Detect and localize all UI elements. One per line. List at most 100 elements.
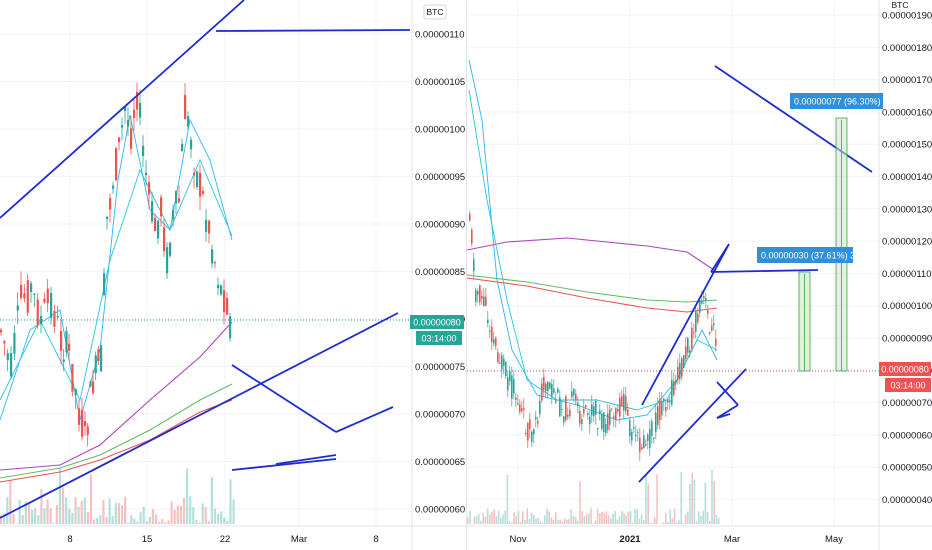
volume-bar xyxy=(497,510,500,524)
volume-bar xyxy=(660,523,663,524)
projection-up xyxy=(335,406,394,433)
volume-bar xyxy=(541,522,544,524)
left-time-axis[interactable]: 8 15 22 Mar 8 xyxy=(67,534,378,545)
volume-bar xyxy=(502,514,504,524)
measure-tool-small[interactable]: 0.00000030 (37.61%) 30 xyxy=(757,247,860,372)
left-price-tick: 0.00000060 xyxy=(415,505,465,516)
left-price-chart[interactable]: 0.00000110 0.00000105 0.00000100 0.00000095… xyxy=(0,0,466,550)
candle xyxy=(617,408,619,412)
volume-bar xyxy=(12,513,15,524)
volume-bar xyxy=(58,467,62,524)
volume-bar xyxy=(684,514,687,524)
volume-bar xyxy=(65,497,68,524)
candle xyxy=(205,219,208,232)
volume-bar xyxy=(186,468,189,524)
volume-bar xyxy=(669,509,671,524)
candle xyxy=(160,197,163,217)
candle xyxy=(599,410,601,415)
right-last-price-badge: 0.00000080 03:14:00 xyxy=(879,362,931,392)
right-price-axis[interactable]: 0.00000190 0.00000180 0.00000170 0.00000160… xyxy=(882,11,932,507)
candle xyxy=(124,106,127,112)
volume-bar xyxy=(524,519,526,524)
candle xyxy=(699,300,701,313)
candle xyxy=(713,323,715,326)
ma-green xyxy=(467,274,718,303)
volume-bar xyxy=(130,515,133,524)
candle xyxy=(561,408,563,410)
left-chart-pane[interactable]: 0.00000110 0.00000105 0.00000100 0.00000095… xyxy=(0,0,466,550)
candle xyxy=(521,408,523,412)
volume-bar xyxy=(89,474,93,524)
candle xyxy=(641,447,643,450)
ma-cyan xyxy=(0,158,233,402)
candle xyxy=(163,227,166,252)
candle xyxy=(10,353,13,377)
candle xyxy=(607,413,609,431)
candle xyxy=(519,404,521,412)
right-time-tick: May xyxy=(825,534,843,545)
volume-bar xyxy=(599,513,601,524)
volume-bar xyxy=(220,511,223,524)
candle xyxy=(84,420,87,427)
candle xyxy=(683,355,685,368)
volume-bar xyxy=(204,506,207,524)
candle xyxy=(531,431,533,442)
volume-bar xyxy=(229,479,232,524)
volume-bar xyxy=(601,511,603,524)
left-drawings[interactable] xyxy=(0,0,411,519)
left-price-tick: 0.00000110 xyxy=(415,30,465,41)
volume-bar xyxy=(210,477,213,524)
candle xyxy=(109,198,112,210)
candle xyxy=(199,172,202,197)
volume-bar xyxy=(158,521,161,524)
right-volume-bars xyxy=(467,470,720,524)
volume-bar xyxy=(37,515,40,524)
volume-bar xyxy=(594,520,597,524)
volume-bar xyxy=(713,481,715,524)
volume-bar xyxy=(610,518,612,524)
volume-bar xyxy=(491,511,493,524)
volume-bar xyxy=(86,511,89,524)
candle xyxy=(211,249,214,264)
candle xyxy=(121,125,124,128)
volume-bar xyxy=(574,516,577,524)
volume-bar xyxy=(519,522,522,524)
volume-bar xyxy=(566,519,568,524)
candle xyxy=(166,247,169,274)
volume-bar xyxy=(640,513,643,524)
candle xyxy=(603,412,605,432)
measure-tool-big[interactable]: 0.00000077 (96.30%) 7 xyxy=(790,93,888,372)
candle xyxy=(71,364,74,392)
candle xyxy=(43,298,46,303)
volume-bar xyxy=(223,517,226,524)
volume-bar xyxy=(83,497,86,524)
candle xyxy=(537,420,539,424)
volume-bar xyxy=(478,513,480,524)
left-price-axis[interactable]: 0.00000110 0.00000105 0.00000100 0.00000095… xyxy=(415,30,465,516)
volume-bar xyxy=(629,511,632,524)
candle xyxy=(541,383,543,401)
candle xyxy=(513,379,515,394)
candle xyxy=(593,406,595,417)
left-last-price-badge: 0.00000080 03:14:00 xyxy=(410,315,464,345)
candle xyxy=(229,316,232,339)
candle xyxy=(505,361,507,377)
volume-bar xyxy=(588,513,590,524)
candle xyxy=(639,437,641,452)
volume-bar xyxy=(638,518,641,524)
candle xyxy=(0,329,3,333)
candle xyxy=(627,409,629,416)
right-price-tick: 0.00000050 xyxy=(882,463,932,474)
right-time-axis[interactable]: Nov 2021 Mar May xyxy=(510,534,844,545)
right-price-chart[interactable]: 0.00000190 0.00000180 0.00000170 0.00000160… xyxy=(467,0,932,550)
volume-bar xyxy=(226,520,229,524)
candle xyxy=(549,382,551,389)
right-chart-pane[interactable]: 0.00000190 0.00000180 0.00000170 0.00000160… xyxy=(466,0,932,550)
candle xyxy=(74,389,77,396)
candle xyxy=(619,397,621,417)
right-price-tick: 0.00000190 xyxy=(882,11,932,22)
left-plot-area[interactable] xyxy=(0,0,412,526)
candle xyxy=(196,171,199,188)
volume-bar xyxy=(607,515,610,524)
candle xyxy=(499,362,501,364)
